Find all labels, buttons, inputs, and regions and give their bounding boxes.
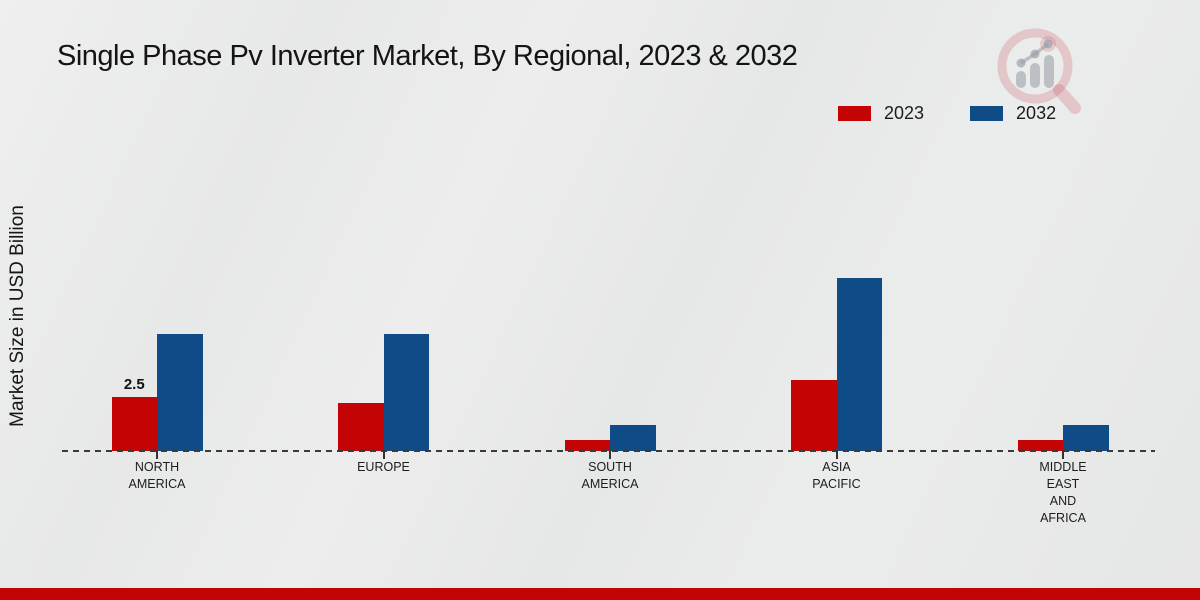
legend-swatch-2032 [970, 106, 1004, 121]
legend-item-2023: 2023 [838, 103, 924, 124]
bar-2023-middle-east-and-africa [1017, 440, 1063, 451]
legend: 2023 2032 [838, 103, 1056, 124]
bar-2023-north-america [111, 397, 157, 451]
legend-swatch-2023 [838, 106, 871, 121]
x-axis-tick [835, 451, 838, 459]
bar-2032-north-america [157, 334, 203, 451]
category-label: ASIA PACIFIC [812, 460, 861, 491]
category-label: NORTH AMERICA [128, 460, 186, 491]
x-axis-baseline [62, 450, 1155, 452]
bar-2032-europe [383, 334, 429, 451]
data-label-2023: 2.5 [123, 376, 145, 393]
magnifier-chart-logo-watermark [997, 28, 1081, 114]
category-label: MIDDLE EAST AND AFRICA [1039, 460, 1087, 525]
legend-item-2032: 2032 [970, 103, 1056, 124]
bar-2023-europe [338, 403, 384, 451]
category-label: SOUTH AMERICA [581, 460, 639, 491]
footer-accent-bar [0, 588, 1200, 600]
x-axis-tick [1062, 451, 1064, 459]
bar-2032-south-america [610, 425, 656, 451]
bar-2032-middle-east-and-africa [1063, 425, 1109, 451]
x-axis-tick [382, 451, 385, 459]
category-label: EUROPE [357, 460, 410, 474]
legend-label: 2023 [884, 103, 925, 123]
bar-2023-asia-pacific [791, 380, 837, 451]
bar-2023-south-america [564, 440, 610, 451]
x-axis-tick [609, 451, 611, 459]
x-axis-tick [156, 451, 158, 459]
chart-title: Single Phase Pv Inverter Market, By Regi… [57, 40, 798, 72]
bar-2032-asia-pacific [836, 278, 882, 451]
legend-label: 2032 [1016, 103, 1057, 123]
